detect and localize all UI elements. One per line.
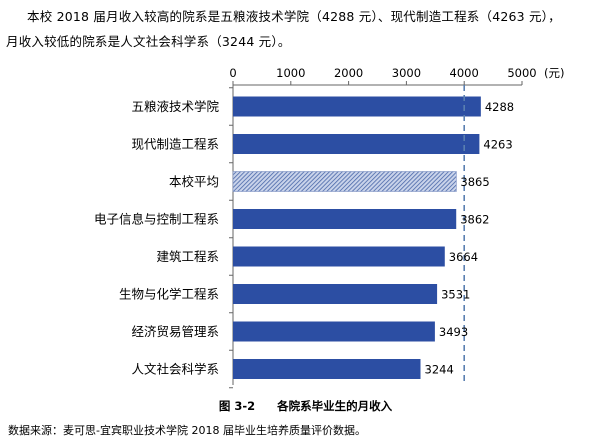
intro-line-2: 月收入较低的院系是人文社会科学系（3244 元）。 (6, 34, 291, 49)
value-label: 4263 (483, 138, 512, 152)
category-label: 五粮液技术学院 (131, 99, 219, 114)
x-axis-unit: (元) (544, 66, 564, 80)
value-label: 3493 (439, 325, 468, 339)
x-tick-label: 4000 (450, 66, 479, 80)
figure-title: 各院系毕业生的月收入 (277, 399, 393, 413)
category-label: 人文社会科学系 (131, 362, 219, 377)
bar (233, 209, 457, 229)
category-labels: 五粮液技术学院现代制造工程系本校平均电子信息与控制工程系建筑工程系生物与化学工程… (94, 99, 220, 377)
bar (233, 246, 445, 267)
category-label: 现代制造工程系 (131, 137, 219, 152)
bar (233, 321, 435, 342)
bar (233, 96, 481, 117)
value-label: 3244 (425, 363, 454, 377)
value-label: 3531 (441, 288, 470, 302)
category-label: 本校平均 (169, 174, 219, 189)
value-labels: 4288 4263 3865 3862 3664 3531 3493 3244 (425, 100, 515, 377)
category-label: 建筑工程系 (156, 249, 219, 264)
x-tick-label: 3000 (392, 66, 421, 80)
bar-average (232, 171, 457, 192)
bar (233, 359, 421, 379)
category-label: 生物与化学工程系 (119, 287, 219, 302)
bar (233, 284, 438, 304)
intro-paragraph: 本校 2018 届月收入较高的院系是五粮液技术学院（4288 元）、现代制造工程… (6, 4, 606, 54)
x-axis-ticks: 0 1000 2000 3000 4000 5000 (元) (229, 66, 564, 80)
value-label: 4288 (485, 100, 514, 114)
x-tick-label: 2000 (334, 66, 363, 80)
figure-number: 图 3-2 (218, 399, 256, 413)
bar (233, 134, 480, 154)
intro-line-1: 本校 2018 届月收入较高的院系是五粮液技术学院（4288 元）、现代制造工程… (27, 9, 561, 24)
value-label: 3664 (449, 250, 478, 264)
axes (229, 81, 523, 389)
data-source-note: 数据来源：麦可思-宜宾职业技术学院 2018 届毕业生培养质量评价数据。 (8, 424, 366, 437)
x-tick-label: 1000 (276, 66, 305, 80)
category-label: 电子信息与控制工程系 (94, 212, 219, 227)
value-label: 3862 (460, 213, 489, 227)
figure-caption: 图 3-2 各院系毕业生的月收入 (0, 398, 611, 414)
category-label: 经济贸易管理系 (131, 324, 219, 339)
value-label: 3865 (460, 175, 489, 189)
x-tick-label: 0 (229, 66, 236, 80)
bars (232, 96, 481, 379)
x-tick-label: 5000 (507, 66, 536, 80)
